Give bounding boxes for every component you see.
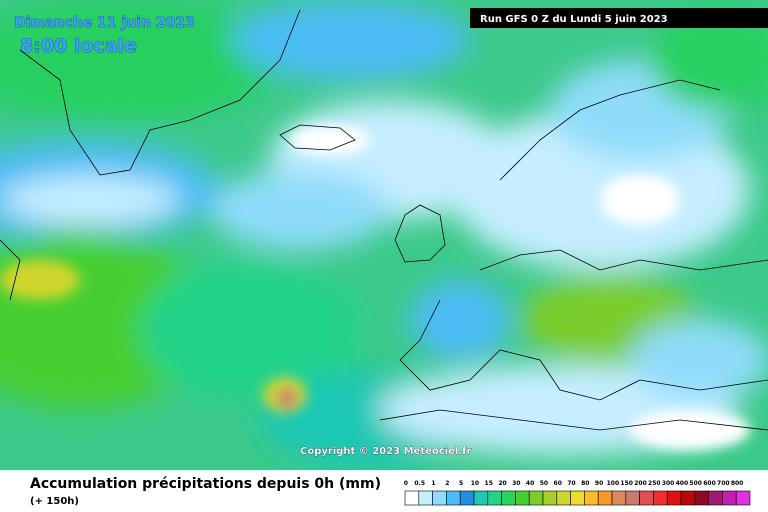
legend-swatch (418, 490, 433, 506)
legend-label: 20 (498, 480, 506, 487)
legend-swatch (639, 490, 654, 506)
legend-label: 600 (703, 480, 716, 487)
legend-label: 250 (648, 480, 661, 487)
legend-label: 80 (581, 480, 589, 487)
legend-label: 200 (634, 480, 647, 487)
legend-label: 400 (676, 480, 689, 487)
legend-swatch (597, 490, 613, 506)
legend-swatch (694, 490, 709, 506)
legend-label: 2 (445, 480, 449, 487)
legend-label: 150 (620, 480, 633, 487)
legend-label: 50 (540, 480, 548, 487)
legend-swatch (473, 490, 489, 506)
legend-label: 10 (471, 480, 479, 487)
legend-swatch (446, 490, 461, 506)
legend-label: 300 (662, 480, 675, 487)
time-label: 8:00 locale (20, 35, 137, 57)
legend-swatch (570, 490, 585, 506)
legend-label: 800 (731, 480, 744, 487)
legend-swatch (722, 490, 737, 506)
legend-swatch (611, 490, 627, 506)
legend-label: 40 (526, 480, 534, 487)
legend-label: 60 (554, 480, 562, 487)
legend-swatch (404, 490, 420, 506)
legend-label: 70 (567, 480, 575, 487)
coastlines (0, 9, 768, 431)
legend-swatch (625, 490, 640, 506)
legend-swatch (528, 490, 544, 506)
legend-label: 15 (485, 480, 493, 487)
legend: 0 0.5 1 2 5 10 15 20 30 40 50 60 70 80 90 100 150 200 250 3… (404, 480, 751, 506)
copyright: Copyright © 2023 Meteociel.fr (300, 446, 471, 457)
legend-label: 1 (431, 480, 435, 487)
legend-swatch (515, 490, 530, 506)
legend-label: 30 (512, 480, 520, 487)
legend-swatch (735, 490, 751, 506)
legend-swatch (708, 490, 723, 506)
legend-swatch (666, 490, 682, 506)
legend-swatch (501, 490, 516, 506)
legend-label: 90 (595, 480, 603, 487)
precipitation-field (0, 0, 768, 470)
legend-label: 0 (404, 480, 408, 487)
legend-swatch (432, 490, 447, 506)
run-label: Run GFS 0 Z du Lundi 5 juin 2023 (480, 14, 668, 25)
footer-subtitle: (+ 150h) (30, 496, 79, 507)
footer-title: Accumulation précipitations depuis 0h (m… (30, 476, 381, 492)
legend-swatch (680, 490, 696, 506)
legend-label: 0.5 (414, 480, 425, 487)
run-banner (470, 8, 768, 28)
legend-swatch (459, 490, 475, 506)
legend-label: 500 (689, 480, 702, 487)
date-label: Dimanche 11 juin 2023 (14, 15, 195, 31)
legend-label: 700 (717, 480, 730, 487)
legend-swatch (556, 490, 571, 506)
legend-label: 100 (607, 480, 620, 487)
legend-swatch (487, 490, 502, 506)
legend-label: 5 (459, 480, 463, 487)
legend-swatch (584, 490, 599, 506)
legend-swatch (653, 490, 668, 506)
legend-swatch (542, 490, 558, 506)
